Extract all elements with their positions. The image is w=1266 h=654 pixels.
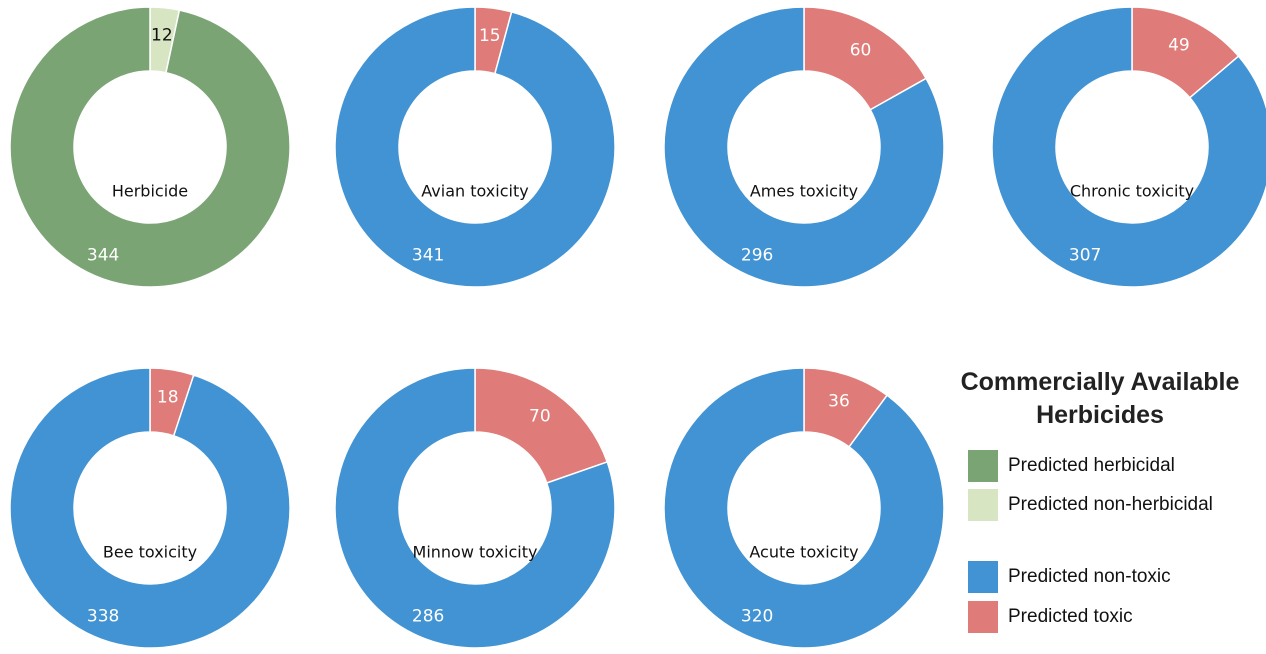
page: 12 344 Herbicide 15 341 Avian toxicity 60 296 Am… bbox=[0, 0, 1266, 654]
legend-label: Predicted non-toxic bbox=[1008, 566, 1171, 587]
value-label: 338 bbox=[87, 606, 119, 626]
chart-label: Acute toxicity bbox=[749, 543, 858, 562]
value-label: 344 bbox=[87, 245, 119, 265]
value-label: 296 bbox=[741, 245, 773, 265]
legend-title: Commercially Available Herbicides bbox=[935, 366, 1265, 432]
value-label: 70 bbox=[529, 407, 551, 427]
value-label: 36 bbox=[828, 392, 850, 412]
chart-label: Bee toxicity bbox=[103, 543, 197, 562]
value-label: 60 bbox=[850, 40, 872, 60]
chart: 12 344 Herbicide 15 341 Avian toxicity 60 296 Am… bbox=[0, 0, 1266, 654]
legend-swatch bbox=[968, 561, 998, 593]
chart-label: Chronic toxicity bbox=[1070, 182, 1194, 201]
legend-swatch bbox=[968, 489, 998, 521]
value-label: 286 bbox=[412, 606, 444, 626]
value-label: 307 bbox=[1069, 245, 1101, 265]
value-label: 18 bbox=[157, 387, 179, 407]
chart-label: Avian toxicity bbox=[421, 182, 528, 201]
chart-label: Ames toxicity bbox=[750, 182, 858, 201]
value-label: 49 bbox=[1168, 35, 1190, 55]
value-label: 15 bbox=[479, 26, 501, 46]
legend-label: Predicted non-herbicidal bbox=[1008, 494, 1213, 515]
value-label: 12 bbox=[151, 26, 173, 46]
chart-label: Minnow toxicity bbox=[413, 543, 538, 562]
legend-label: Predicted toxic bbox=[1008, 606, 1133, 627]
legend-label: Predicted herbicidal bbox=[1008, 455, 1175, 476]
legend-swatch bbox=[968, 601, 998, 633]
value-label: 320 bbox=[741, 606, 773, 626]
chart-label: Herbicide bbox=[112, 182, 188, 201]
value-label: 341 bbox=[412, 245, 444, 265]
legend-swatch bbox=[968, 450, 998, 482]
